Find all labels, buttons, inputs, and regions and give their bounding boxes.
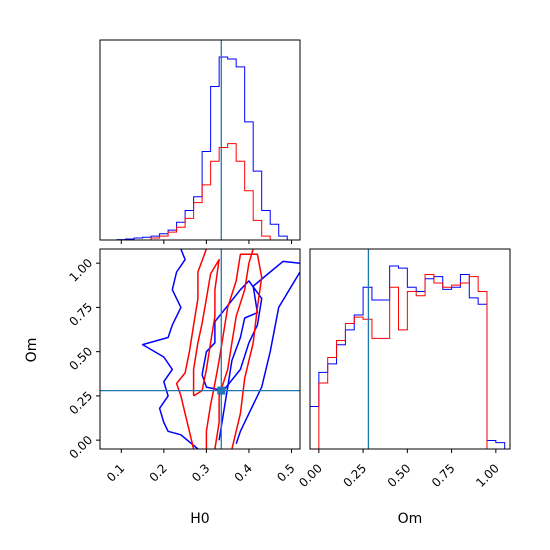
x-axis-label-h0: H0 (190, 511, 209, 527)
contour-series-0-line-0 (141, 249, 199, 449)
contour-series-0-line-2 (235, 271, 300, 444)
contour-series-0-line-1 (218, 260, 300, 441)
h0-marginal-frame (99, 39, 301, 241)
contour-series-1-line-3 (192, 258, 220, 397)
x-axis-label-om: Om (398, 511, 423, 527)
panel-h0-marginal (99, 39, 301, 244)
truth-point-marker (217, 386, 226, 395)
om-hist-series-0 (309, 265, 506, 449)
h0-histogram-marks (100, 56, 296, 241)
h0-hist-series-1 (150, 143, 271, 240)
om-histogram-marks (309, 265, 506, 450)
contour-series-0-line-3 (201, 280, 263, 392)
contour-series-1-line-0 (175, 249, 208, 449)
contour-marks (141, 249, 300, 449)
om-hist-series-1 (318, 274, 496, 450)
contour-series-1-line-2 (205, 253, 263, 449)
y-axis-label-om: Om (24, 338, 40, 363)
h0-marginal-ticks (120, 240, 292, 244)
contour-series-1-line-1 (214, 249, 254, 449)
om-marginal-frame (309, 248, 511, 450)
contour-frame (99, 248, 301, 450)
